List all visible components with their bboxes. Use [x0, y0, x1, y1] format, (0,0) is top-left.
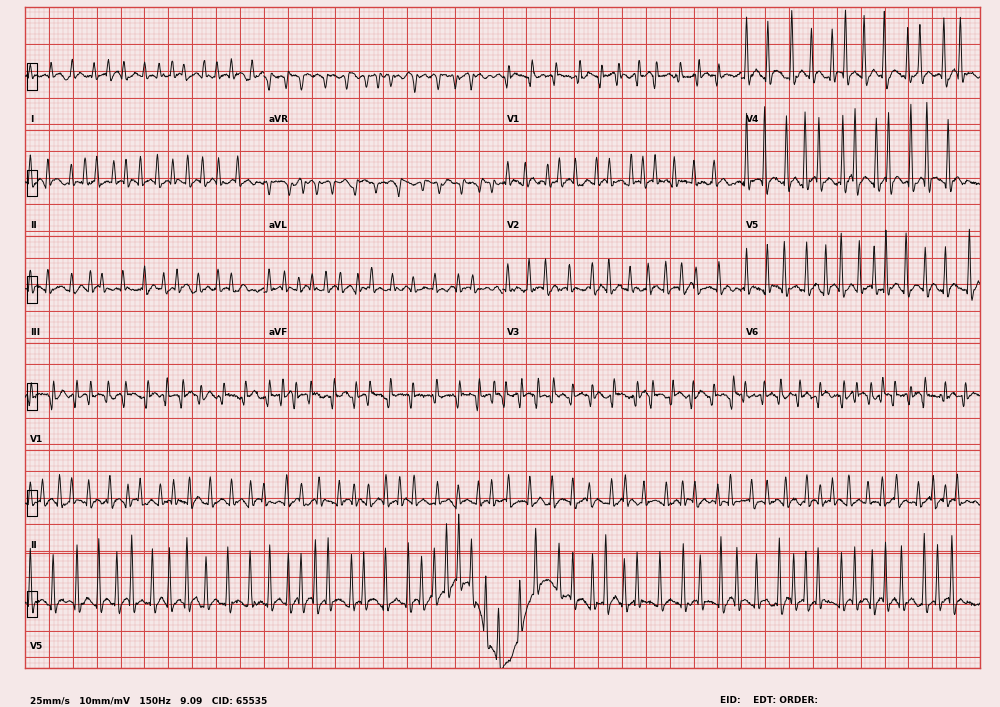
Text: aVF: aVF — [269, 328, 288, 337]
Text: V1: V1 — [507, 115, 521, 124]
Text: III: III — [30, 328, 40, 337]
Text: aVL: aVL — [269, 221, 287, 230]
Text: 25mm/s   10mm/mV   150Hz   9.09   CID: 65535: 25mm/s 10mm/mV 150Hz 9.09 CID: 65535 — [30, 696, 267, 706]
Text: I: I — [30, 115, 33, 124]
Text: II: II — [30, 541, 37, 550]
Text: V3: V3 — [507, 328, 521, 337]
Text: V5: V5 — [30, 643, 43, 651]
Text: V5: V5 — [746, 221, 759, 230]
Text: V2: V2 — [507, 221, 521, 230]
Text: V6: V6 — [746, 328, 759, 337]
Text: V1: V1 — [30, 435, 43, 443]
Text: EID:    EDT: ORDER:: EID: EDT: ORDER: — [720, 696, 818, 706]
Text: V4: V4 — [746, 115, 759, 124]
Text: aVR: aVR — [269, 115, 289, 124]
Text: II: II — [30, 221, 37, 230]
